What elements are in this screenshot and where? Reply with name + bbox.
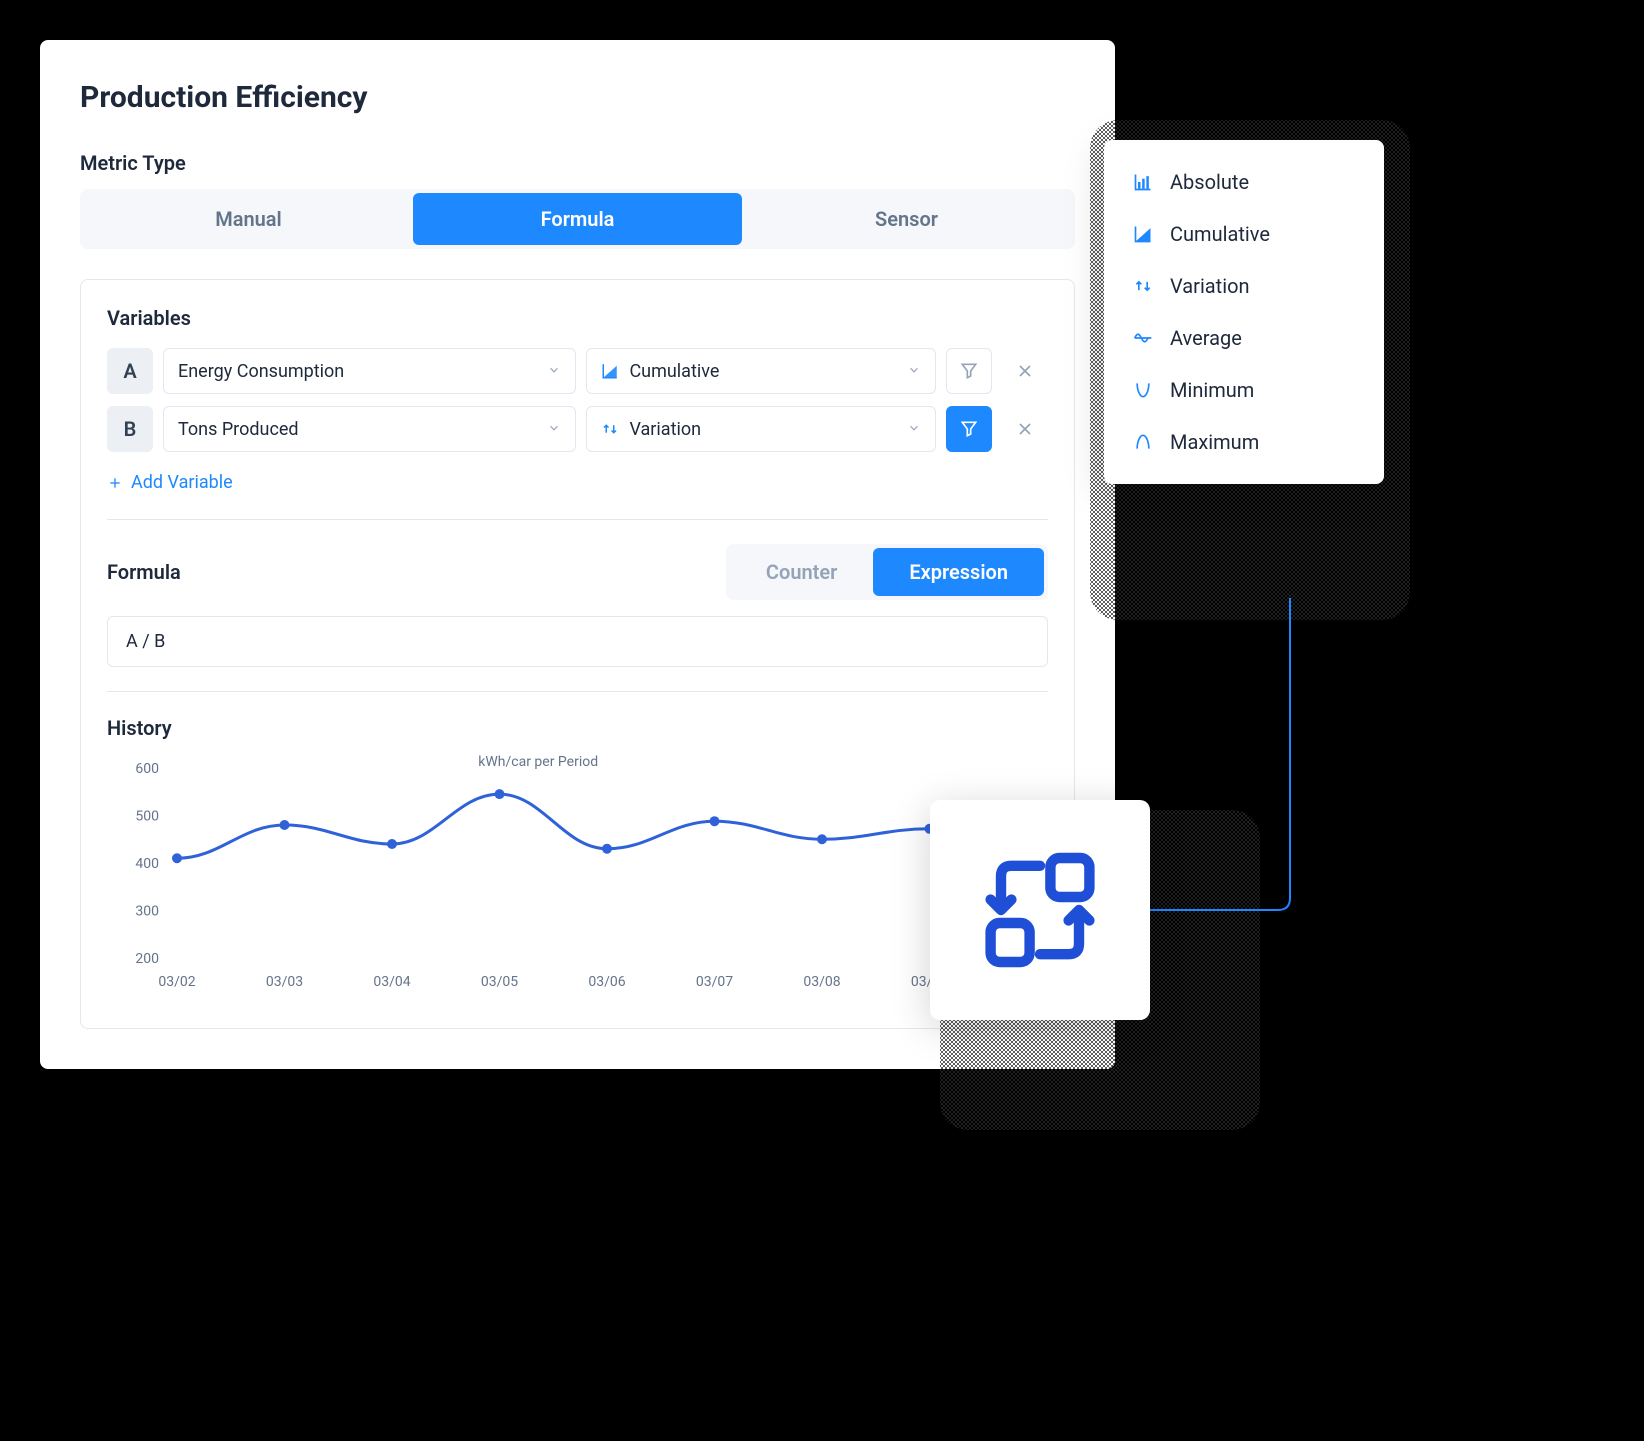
svg-text:300: 300 [135, 903, 159, 919]
chevron-down-icon [547, 361, 561, 382]
chevron-down-icon [547, 419, 561, 440]
svg-text:400: 400 [135, 856, 159, 872]
aggregation-menu: Absolute Cumulative Variation Average Mi… [1104, 140, 1384, 484]
page-title: Production Efficiency [80, 80, 1075, 115]
metric-type-label: Metric Type [80, 151, 1075, 175]
variable-agg-b: Variation [629, 419, 701, 440]
formula-input[interactable]: A / B [107, 616, 1048, 667]
variable-agg-select-b[interactable]: Variation [586, 406, 936, 452]
agg-label: Minimum [1170, 378, 1254, 402]
variable-letter-b: B [107, 406, 153, 452]
svg-text:03/03: 03/03 [266, 974, 303, 990]
metric-type-formula[interactable]: Formula [413, 193, 742, 245]
divider [107, 691, 1048, 692]
agg-item-minimum[interactable]: Minimum [1104, 364, 1384, 416]
variables-label: Variables [107, 306, 1048, 330]
plus-icon [107, 475, 123, 491]
svg-text:kWh/car per Period: kWh/car per Period [478, 754, 598, 770]
filter-button-a[interactable] [946, 348, 992, 394]
svg-text:03/04: 03/04 [373, 974, 410, 990]
remove-variable-b[interactable] [1002, 406, 1048, 452]
svg-text:03/07: 03/07 [696, 974, 733, 990]
remove-variable-a[interactable] [1002, 348, 1048, 394]
svg-text:03/08: 03/08 [803, 974, 840, 990]
svg-text:500: 500 [135, 808, 159, 824]
agg-label: Average [1170, 326, 1242, 350]
variable-row-b: B Tons Produced Variation [107, 406, 1048, 452]
close-icon [1015, 361, 1035, 381]
agg-label: Cumulative [1170, 222, 1270, 246]
close-icon [1015, 419, 1035, 439]
agg-label: Maximum [1170, 430, 1259, 454]
divider [107, 519, 1048, 520]
variable-name-b: Tons Produced [178, 419, 299, 440]
swap-icon [975, 845, 1105, 975]
svg-text:03/06: 03/06 [588, 974, 625, 990]
cumulative-icon [1132, 224, 1154, 244]
agg-item-cumulative[interactable]: Cumulative [1104, 208, 1384, 260]
formula-mode-expression[interactable]: Expression [873, 548, 1044, 596]
variable-name-select-b[interactable]: Tons Produced [163, 406, 576, 452]
variable-letter-a: A [107, 348, 153, 394]
history-label: History [107, 716, 1048, 740]
formula-mode-toggle: Counter Expression [726, 544, 1048, 600]
variable-name-select-a[interactable]: Energy Consumption [163, 348, 576, 394]
agg-item-absolute[interactable]: Absolute [1104, 156, 1384, 208]
agg-label: Variation [1170, 274, 1250, 298]
agg-item-variation[interactable]: Variation [1104, 260, 1384, 312]
filter-icon [959, 419, 979, 439]
metric-type-manual[interactable]: Manual [84, 193, 413, 245]
filter-icon [959, 361, 979, 381]
minimum-icon [1132, 380, 1154, 400]
filter-button-b[interactable] [946, 406, 992, 452]
agg-item-average[interactable]: Average [1104, 312, 1384, 364]
swap-card [930, 800, 1150, 1020]
chevron-down-icon [907, 361, 921, 382]
formula-mode-counter[interactable]: Counter [730, 548, 873, 596]
svg-text:03/02: 03/02 [158, 974, 195, 990]
cumulative-icon [601, 362, 619, 380]
variable-agg-select-a[interactable]: Cumulative [586, 348, 936, 394]
variation-icon [1132, 276, 1154, 296]
metric-type-sensor[interactable]: Sensor [742, 193, 1071, 245]
variable-row-a: A Energy Consumption Cumulative [107, 348, 1048, 394]
absolute-icon [1132, 172, 1154, 192]
svg-text:600: 600 [135, 761, 159, 777]
variable-agg-a: Cumulative [629, 361, 719, 382]
svg-text:200: 200 [135, 951, 159, 967]
history-chart: 200 300 400 500 600 03/02 03/03 03/04 03/05 03/06… [107, 748, 1048, 1008]
average-icon [1132, 328, 1154, 348]
maximum-icon [1132, 432, 1154, 452]
formula-header: Formula Counter Expression [107, 544, 1048, 600]
svg-text:03/05: 03/05 [481, 974, 518, 990]
formula-label: Formula [107, 560, 181, 584]
metric-type-toggle: Manual Formula Sensor [80, 189, 1075, 249]
add-variable-label: Add Variable [131, 472, 233, 493]
variation-icon [601, 420, 619, 438]
add-variable-button[interactable]: Add Variable [107, 472, 233, 493]
config-panel: Variables A Energy Consumption Cumulativ… [80, 279, 1075, 1029]
chevron-down-icon [907, 419, 921, 440]
agg-item-maximum[interactable]: Maximum [1104, 416, 1384, 468]
variable-name-a: Energy Consumption [178, 361, 344, 382]
agg-label: Absolute [1170, 170, 1249, 194]
